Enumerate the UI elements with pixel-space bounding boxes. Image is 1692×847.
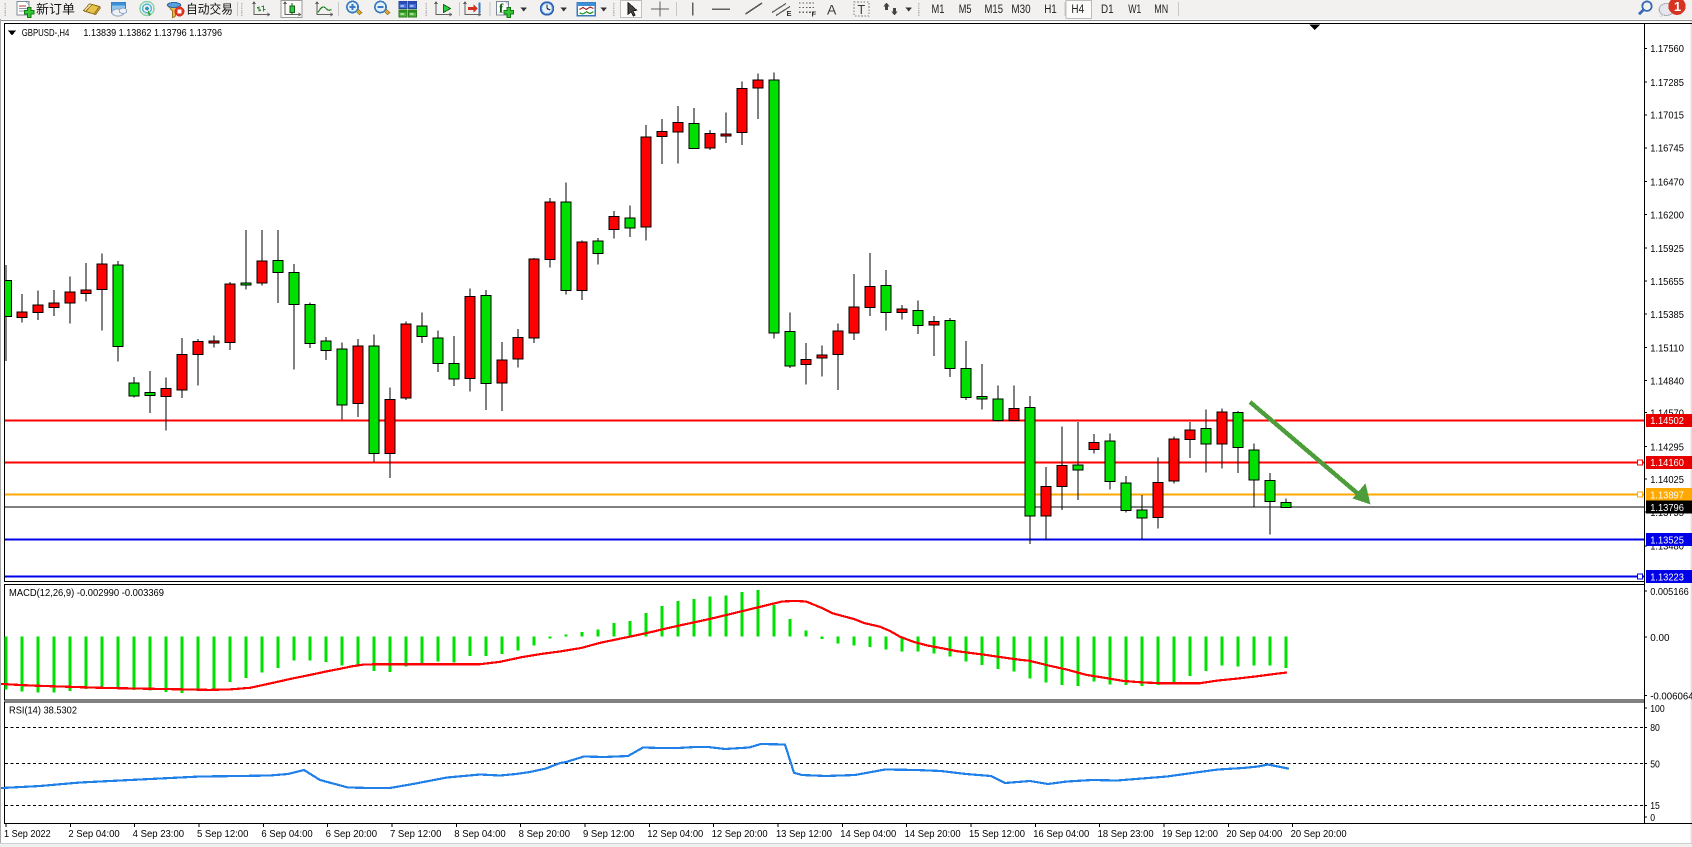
svg-text:T: T	[858, 3, 866, 17]
svg-text:W1: W1	[1128, 4, 1141, 16]
svg-text:D1: D1	[1101, 4, 1114, 16]
svg-text:H1: H1	[1044, 4, 1057, 16]
svg-text:13 Sep 12:00: 13 Sep 12:00	[776, 828, 832, 840]
svg-text:MACD(12,26,9) -0.002990 -0.003: MACD(12,26,9) -0.002990 -0.003369	[9, 587, 164, 599]
svg-text:F: F	[812, 10, 817, 19]
svg-text:M1: M1	[932, 4, 945, 16]
svg-text:1.13897: 1.13897	[1650, 489, 1684, 501]
svg-text:H4: H4	[1071, 4, 1084, 16]
svg-text:f: f	[499, 1, 504, 16]
svg-text:1.13839 1.13862 1.13796 1.1379: 1.13839 1.13862 1.13796 1.13796	[83, 27, 222, 39]
svg-text:-0.006064: -0.006064	[1650, 690, 1692, 702]
svg-text:1.17015: 1.17015	[1650, 110, 1684, 122]
svg-text:7 Sep 12:00: 7 Sep 12:00	[390, 828, 442, 840]
svg-text:5 Sep 12:00: 5 Sep 12:00	[197, 828, 249, 840]
svg-text:M15: M15	[985, 4, 1004, 16]
svg-text:1.17560: 1.17560	[1650, 43, 1684, 55]
svg-text:MN: MN	[1154, 4, 1168, 16]
svg-text:1.16470: 1.16470	[1650, 176, 1684, 188]
svg-text:1.13223: 1.13223	[1650, 571, 1684, 583]
svg-text:50: 50	[1650, 759, 1660, 771]
svg-text:0.00: 0.00	[1650, 632, 1669, 644]
svg-text:M5: M5	[959, 4, 972, 16]
svg-text:19 Sep 12:00: 19 Sep 12:00	[1162, 828, 1218, 840]
svg-text:1.14160: 1.14160	[1650, 457, 1684, 469]
svg-text:自动交易: 自动交易	[186, 2, 233, 17]
svg-text:0: 0	[1650, 812, 1655, 824]
svg-text:1.16745: 1.16745	[1650, 143, 1684, 155]
svg-text:14 Sep 04:00: 14 Sep 04:00	[840, 828, 896, 840]
svg-text:1.17285: 1.17285	[1650, 77, 1684, 89]
svg-text:15: 15	[1650, 800, 1660, 812]
svg-text:6 Sep 20:00: 6 Sep 20:00	[326, 828, 378, 840]
svg-text:2 Sep 04:00: 2 Sep 04:00	[68, 828, 120, 840]
svg-text:E: E	[787, 9, 792, 18]
svg-text:100: 100	[1650, 703, 1665, 715]
svg-text:20 Sep 20:00: 20 Sep 20:00	[1291, 828, 1347, 840]
svg-text:4 Sep 23:00: 4 Sep 23:00	[133, 828, 185, 840]
svg-text:16 Sep 04:00: 16 Sep 04:00	[1033, 828, 1089, 840]
svg-text:1.13796: 1.13796	[1650, 502, 1684, 514]
svg-text:1.15655: 1.15655	[1650, 276, 1684, 288]
svg-text:1.14295: 1.14295	[1650, 441, 1684, 453]
svg-text:9 Sep 12:00: 9 Sep 12:00	[583, 828, 635, 840]
svg-text:1.14025: 1.14025	[1650, 474, 1684, 486]
svg-text:12 Sep 04:00: 12 Sep 04:00	[647, 828, 703, 840]
svg-text:1: 1	[1674, 0, 1681, 14]
svg-text:8 Sep 20:00: 8 Sep 20:00	[519, 828, 571, 840]
svg-text:GBPUSD-,H4: GBPUSD-,H4	[22, 27, 70, 39]
svg-text:A: A	[827, 2, 837, 18]
svg-text:6 Sep 04:00: 6 Sep 04:00	[261, 828, 313, 840]
svg-text:M30: M30	[1011, 4, 1030, 16]
svg-text:1.14502: 1.14502	[1650, 415, 1684, 427]
svg-text:1.15925: 1.15925	[1650, 243, 1684, 255]
svg-text:RSI(14) 38.5302: RSI(14) 38.5302	[9, 705, 77, 717]
svg-text:1 Sep 2022: 1 Sep 2022	[4, 828, 51, 840]
svg-text:8 Sep 04:00: 8 Sep 04:00	[454, 828, 506, 840]
svg-text:1.13525: 1.13525	[1650, 534, 1684, 546]
svg-text:1.15385: 1.15385	[1650, 309, 1684, 321]
svg-text:1.14840: 1.14840	[1650, 375, 1684, 387]
svg-text:14 Sep 20:00: 14 Sep 20:00	[905, 828, 961, 840]
svg-text:0.005166: 0.005166	[1650, 586, 1689, 598]
svg-text:80: 80	[1650, 722, 1660, 734]
svg-text:18 Sep 23:00: 18 Sep 23:00	[1098, 828, 1154, 840]
svg-text:12 Sep 20:00: 12 Sep 20:00	[712, 828, 768, 840]
svg-text:1.15110: 1.15110	[1650, 342, 1684, 354]
svg-text:20 Sep 04:00: 20 Sep 04:00	[1226, 828, 1282, 840]
svg-text:15 Sep 12:00: 15 Sep 12:00	[969, 828, 1025, 840]
svg-text:1.16200: 1.16200	[1650, 209, 1684, 221]
svg-text:新订单: 新订单	[36, 2, 75, 17]
